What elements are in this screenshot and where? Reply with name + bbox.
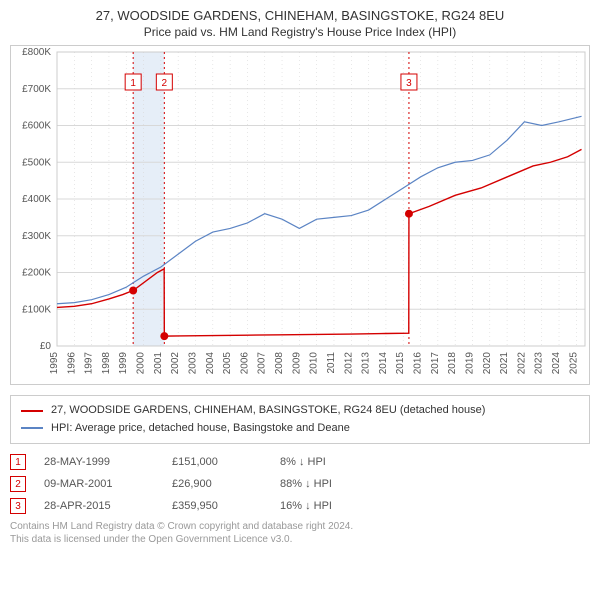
legend-swatch xyxy=(21,410,43,412)
attribution-text: Contains HM Land Registry data © Crown c… xyxy=(10,520,590,546)
x-tick-label: 2010 xyxy=(309,352,320,375)
x-tick-label: 2017 xyxy=(430,352,441,375)
x-tick-label: 2013 xyxy=(361,352,372,375)
x-tick-label: 2024 xyxy=(551,352,562,375)
x-tick-label: 2015 xyxy=(395,352,406,375)
event-row: 2 09-MAR-2001 £26,900 88% ↓ HPI xyxy=(10,476,590,492)
x-tick-label: 2025 xyxy=(568,352,579,375)
y-tick-label: £400K xyxy=(22,194,51,205)
attribution-line-1: Contains HM Land Registry data © Crown c… xyxy=(10,520,590,533)
x-tick-label: 2023 xyxy=(534,352,545,375)
legend-row: HPI: Average price, detached house, Basi… xyxy=(21,420,579,438)
x-tick-label: 2021 xyxy=(499,352,510,375)
event-date: 28-APR-2015 xyxy=(44,500,154,512)
x-tick-label: 2009 xyxy=(291,352,302,375)
event-hpi-delta: 16% ↓ HPI xyxy=(280,500,332,512)
y-tick-label: £200K xyxy=(22,268,51,279)
attribution-line-2: This data is licensed under the Open Gov… xyxy=(10,533,590,546)
x-tick-label: 2001 xyxy=(153,352,164,375)
x-tick-label: 2003 xyxy=(187,352,198,375)
event-point xyxy=(129,287,137,295)
x-tick-label: 2020 xyxy=(482,352,493,375)
event-row: 1 28-MAY-1999 £151,000 8% ↓ HPI xyxy=(10,454,590,470)
y-tick-label: £300K xyxy=(22,231,51,242)
event-price: £151,000 xyxy=(172,456,262,468)
y-tick-label: £0 xyxy=(40,341,52,352)
event-marker-badge-label: 3 xyxy=(406,78,412,89)
x-tick-label: 2018 xyxy=(447,352,458,375)
event-marker-badge-label: 2 xyxy=(162,78,168,89)
x-tick-label: 1998 xyxy=(101,352,112,375)
x-tick-label: 1995 xyxy=(49,352,60,375)
x-tick-label: 1996 xyxy=(66,352,77,375)
legend-label: HPI: Average price, detached house, Basi… xyxy=(51,420,350,438)
event-row-badge: 3 xyxy=(10,498,26,514)
legend-row: 27, WOODSIDE GARDENS, CHINEHAM, BASINGST… xyxy=(21,402,579,420)
chart-title: 27, WOODSIDE GARDENS, CHINEHAM, BASINGST… xyxy=(10,8,590,23)
x-tick-label: 2012 xyxy=(343,352,354,375)
x-tick-label: 2008 xyxy=(274,352,285,375)
event-row: 3 28-APR-2015 £359,950 16% ↓ HPI xyxy=(10,498,590,514)
x-tick-label: 2007 xyxy=(257,352,268,375)
legend-swatch xyxy=(21,427,43,429)
y-tick-label: £100K xyxy=(22,304,51,315)
x-tick-label: 1997 xyxy=(84,352,95,375)
x-tick-label: 2022 xyxy=(516,352,527,375)
event-price: £359,950 xyxy=(172,500,262,512)
x-tick-label: 2019 xyxy=(464,352,475,375)
event-row-badge: 2 xyxy=(10,476,26,492)
x-tick-label: 2011 xyxy=(326,352,337,374)
x-tick-label: 2004 xyxy=(205,352,216,375)
chart-container: { "title": "27, WOODSIDE GARDENS, CHINEH… xyxy=(0,0,600,554)
x-tick-label: 1999 xyxy=(118,352,129,375)
event-row-badge: 1 xyxy=(10,454,26,470)
x-tick-label: 2005 xyxy=(222,352,233,375)
event-marker-badge-label: 1 xyxy=(130,78,136,89)
x-tick-label: 2014 xyxy=(378,352,389,375)
event-point xyxy=(405,210,413,218)
event-price: £26,900 xyxy=(172,478,262,490)
event-date: 09-MAR-2001 xyxy=(44,478,154,490)
y-tick-label: £500K xyxy=(22,157,51,168)
y-tick-label: £700K xyxy=(22,84,51,95)
y-tick-label: £800K xyxy=(22,47,51,58)
chart-subtitle: Price paid vs. HM Land Registry's House … xyxy=(10,25,590,39)
event-marker-list: 1 28-MAY-1999 £151,000 8% ↓ HPI 2 09-MAR-2001… xyxy=(10,454,590,514)
event-hpi-delta: 8% ↓ HPI xyxy=(280,456,326,468)
chart-plot-area: £0 £100K £200K £300K £400K £500K £600K £700K £80… xyxy=(10,45,590,385)
event-point xyxy=(160,332,168,340)
chart-svg: £0 £100K £200K £300K £400K £500K £600K £700K £80… xyxy=(11,46,591,386)
x-tick-label: 2000 xyxy=(136,352,147,375)
event-date: 28-MAY-1999 xyxy=(44,456,154,468)
x-tick-label: 2006 xyxy=(239,352,250,375)
legend-label: 27, WOODSIDE GARDENS, CHINEHAM, BASINGST… xyxy=(51,402,485,420)
event-hpi-delta: 88% ↓ HPI xyxy=(280,478,332,490)
legend-box: 27, WOODSIDE GARDENS, CHINEHAM, BASINGST… xyxy=(10,395,590,444)
x-tick-label: 2016 xyxy=(413,352,424,375)
y-tick-label: £600K xyxy=(22,121,51,132)
x-tick-label: 2002 xyxy=(170,352,181,375)
